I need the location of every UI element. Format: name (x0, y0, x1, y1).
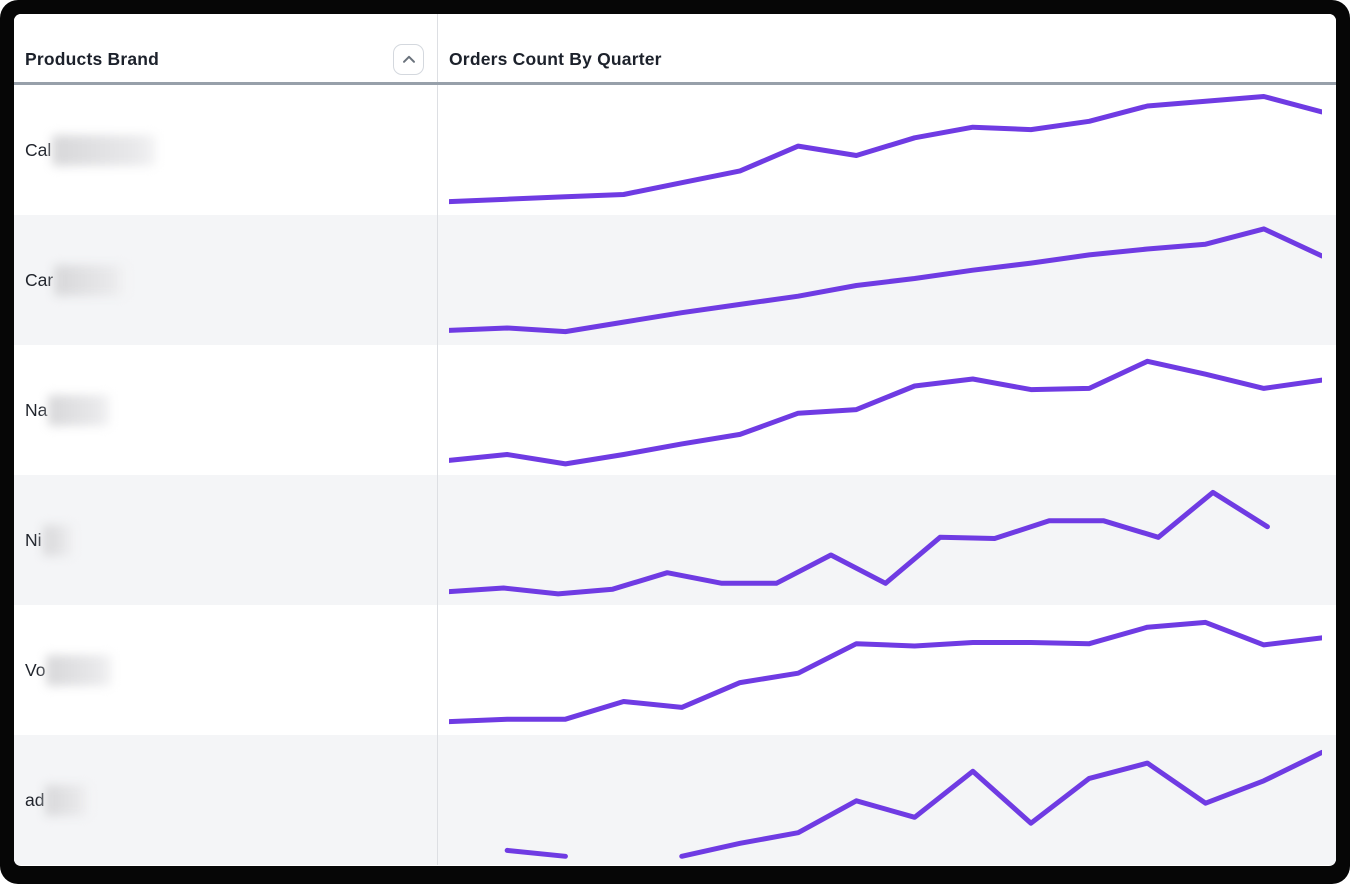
brand-label: Vo (25, 654, 113, 686)
brand-cell: ad (14, 735, 438, 865)
redacted-text (52, 134, 157, 166)
orders-sparkline[interactable] (449, 735, 1322, 865)
brand-cell: Car (14, 215, 438, 345)
orders-count-header-label: Orders Count By Quarter (449, 48, 662, 69)
table-row: Vo (14, 605, 1336, 735)
table-header-row: Products Brand Orders Count By Quarter (14, 14, 1336, 85)
orders-sparkline[interactable] (449, 85, 1322, 215)
sparkline-cell[interactable] (438, 85, 1336, 215)
orders-sparkline[interactable] (449, 215, 1322, 345)
table-row: ad (14, 735, 1336, 865)
redacted-text (45, 784, 90, 816)
redacted-text (46, 654, 113, 686)
brand-cell: Vo (14, 605, 438, 735)
sparkline-cell[interactable] (438, 345, 1336, 475)
table-row: Cal (14, 85, 1336, 215)
sparkline-cell[interactable] (438, 605, 1336, 735)
brand-cell: Na (14, 345, 438, 475)
table-row: Ni (14, 475, 1336, 605)
header-cell-orders-count: Orders Count By Quarter (438, 14, 1336, 82)
brand-label: ad (25, 784, 90, 816)
sparkline-cell[interactable] (438, 475, 1336, 605)
brand-label: Cal (25, 134, 157, 166)
redacted-text (54, 264, 127, 296)
orders-sparkline[interactable] (449, 345, 1322, 475)
brand-cell: Cal (14, 85, 438, 215)
table-row: Na (14, 345, 1336, 475)
header-cell-products-brand: Products Brand (14, 14, 438, 82)
redacted-text (48, 394, 111, 426)
chevron-up-icon (402, 55, 416, 64)
brand-label: Na (25, 394, 111, 426)
results-table: Products Brand Orders Count By Quarter C… (14, 14, 1336, 866)
orders-sparkline[interactable] (449, 475, 1322, 605)
brand-label: Car (25, 264, 127, 296)
orders-sparkline[interactable] (449, 605, 1322, 735)
table-row: Car (14, 215, 1336, 345)
sparkline-cell[interactable] (438, 215, 1336, 345)
sparkline-cell[interactable] (438, 735, 1336, 865)
products-brand-header-label: Products Brand (25, 48, 160, 69)
brand-label: Ni (25, 524, 73, 556)
sort-button[interactable] (393, 43, 424, 75)
brand-cell: Ni (14, 475, 438, 605)
redacted-text (42, 524, 73, 556)
